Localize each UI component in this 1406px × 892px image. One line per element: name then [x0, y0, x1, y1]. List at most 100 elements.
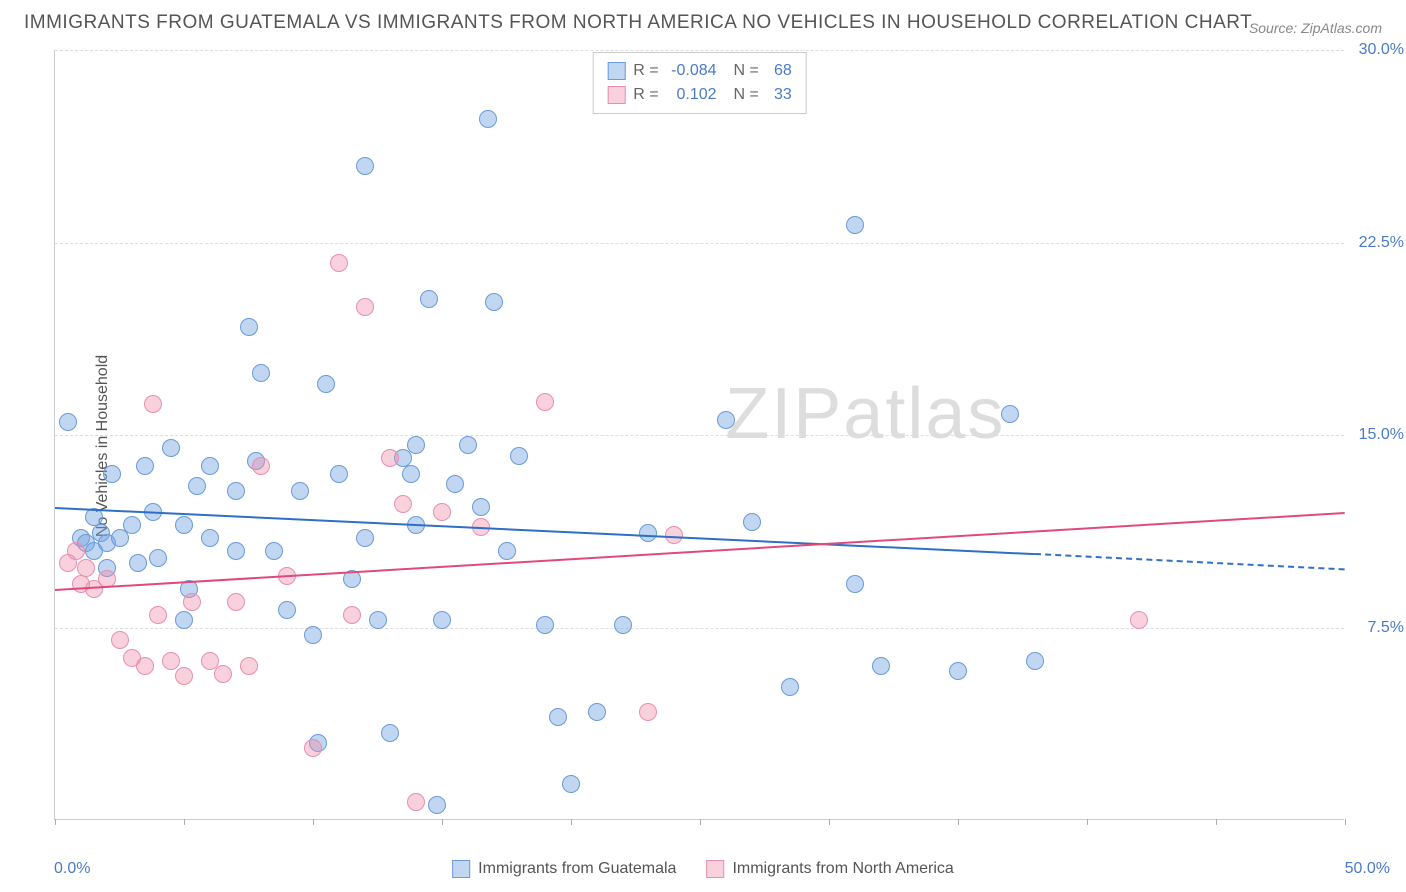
scatter-point: [304, 739, 322, 757]
scatter-point: [317, 375, 335, 393]
scatter-point: [188, 477, 206, 495]
source-attribution: Source: ZipAtlas.com: [1249, 20, 1382, 36]
scatter-point: [498, 542, 516, 560]
scatter-point: [1130, 611, 1148, 629]
scatter-point: [356, 298, 374, 316]
x-tick: [571, 819, 572, 825]
scatter-point: [123, 516, 141, 534]
scatter-point: [549, 708, 567, 726]
gridline: [55, 628, 1344, 629]
scatter-point: [872, 657, 890, 675]
scatter-point: [252, 364, 270, 382]
scatter-point: [381, 724, 399, 742]
scatter-point: [639, 524, 657, 542]
scatter-point: [67, 542, 85, 560]
x-tick: [1216, 819, 1217, 825]
scatter-point: [614, 616, 632, 634]
series-legend: Immigrants from Guatemala Immigrants from…: [452, 860, 954, 878]
scatter-point: [214, 665, 232, 683]
legend-n-label: N =: [725, 83, 759, 107]
x-tick: [700, 819, 701, 825]
y-tick-label: 22.5%: [1359, 234, 1404, 252]
x-tick-label: 50.0%: [1345, 860, 1390, 878]
scatter-point: [459, 436, 477, 454]
legend-label: Immigrants from Guatemala: [478, 860, 676, 878]
legend-r-label: R =: [633, 83, 658, 107]
scatter-point: [846, 575, 864, 593]
scatter-point: [278, 601, 296, 619]
legend-label: Immigrants from North America: [732, 860, 953, 878]
trend-line: [55, 512, 1345, 591]
scatter-point: [369, 611, 387, 629]
scatter-point: [949, 662, 967, 680]
scatter-point: [175, 611, 193, 629]
legend-r-value: 0.102: [667, 83, 717, 107]
scatter-point: [240, 318, 258, 336]
scatter-point: [240, 657, 258, 675]
scatter-point: [227, 482, 245, 500]
legend-n-value: 68: [767, 59, 792, 83]
scatter-point: [144, 395, 162, 413]
scatter-point: [510, 447, 528, 465]
scatter-point: [356, 529, 374, 547]
legend-swatch: [452, 860, 470, 878]
legend-r-value: -0.084: [667, 59, 717, 83]
scatter-point: [639, 703, 657, 721]
scatter-point: [485, 293, 503, 311]
gridline: [55, 243, 1344, 244]
scatter-point: [103, 465, 121, 483]
scatter-point: [781, 678, 799, 696]
trend-line: [1035, 553, 1345, 570]
x-tick: [442, 819, 443, 825]
legend-swatch: [607, 62, 625, 80]
chart-container: IMMIGRANTS FROM GUATEMALA VS IMMIGRANTS …: [0, 0, 1406, 892]
scatter-point: [252, 457, 270, 475]
scatter-point: [227, 542, 245, 560]
legend-row: R = -0.084 N = 68: [607, 59, 792, 83]
legend-swatch: [706, 860, 724, 878]
scatter-point: [330, 465, 348, 483]
x-tick: [958, 819, 959, 825]
scatter-point: [402, 465, 420, 483]
scatter-point: [536, 393, 554, 411]
scatter-point: [588, 703, 606, 721]
legend-swatch: [607, 86, 625, 104]
scatter-point: [381, 449, 399, 467]
scatter-point: [433, 611, 451, 629]
legend-item: Immigrants from North America: [706, 860, 953, 878]
scatter-point: [743, 513, 761, 531]
correlation-legend: R = -0.084 N = 68R = 0.102 N = 33: [592, 52, 807, 114]
scatter-point: [111, 631, 129, 649]
scatter-point: [136, 457, 154, 475]
scatter-point: [265, 542, 283, 560]
scatter-point: [227, 593, 245, 611]
scatter-point: [343, 606, 361, 624]
x-tick: [829, 819, 830, 825]
scatter-point: [420, 290, 438, 308]
scatter-point: [1026, 652, 1044, 670]
x-tick: [184, 819, 185, 825]
scatter-point: [356, 157, 374, 175]
scatter-point: [291, 482, 309, 500]
x-tick: [313, 819, 314, 825]
scatter-point: [77, 559, 95, 577]
legend-n-label: N =: [725, 59, 759, 83]
scatter-point: [428, 796, 446, 814]
scatter-point: [162, 439, 180, 457]
scatter-point: [201, 529, 219, 547]
y-tick-label: 15.0%: [1359, 426, 1404, 444]
scatter-point: [846, 216, 864, 234]
watermark: ZIPatlas: [725, 373, 1005, 455]
scatter-point: [394, 495, 412, 513]
scatter-point: [472, 498, 490, 516]
scatter-point: [717, 411, 735, 429]
x-tick: [1345, 819, 1346, 825]
scatter-point: [59, 413, 77, 431]
scatter-point: [149, 606, 167, 624]
scatter-point: [183, 593, 201, 611]
scatter-point: [330, 254, 348, 272]
scatter-point: [1001, 405, 1019, 423]
y-tick-label: 7.5%: [1368, 619, 1404, 637]
gridline: [55, 435, 1344, 436]
scatter-point: [536, 616, 554, 634]
